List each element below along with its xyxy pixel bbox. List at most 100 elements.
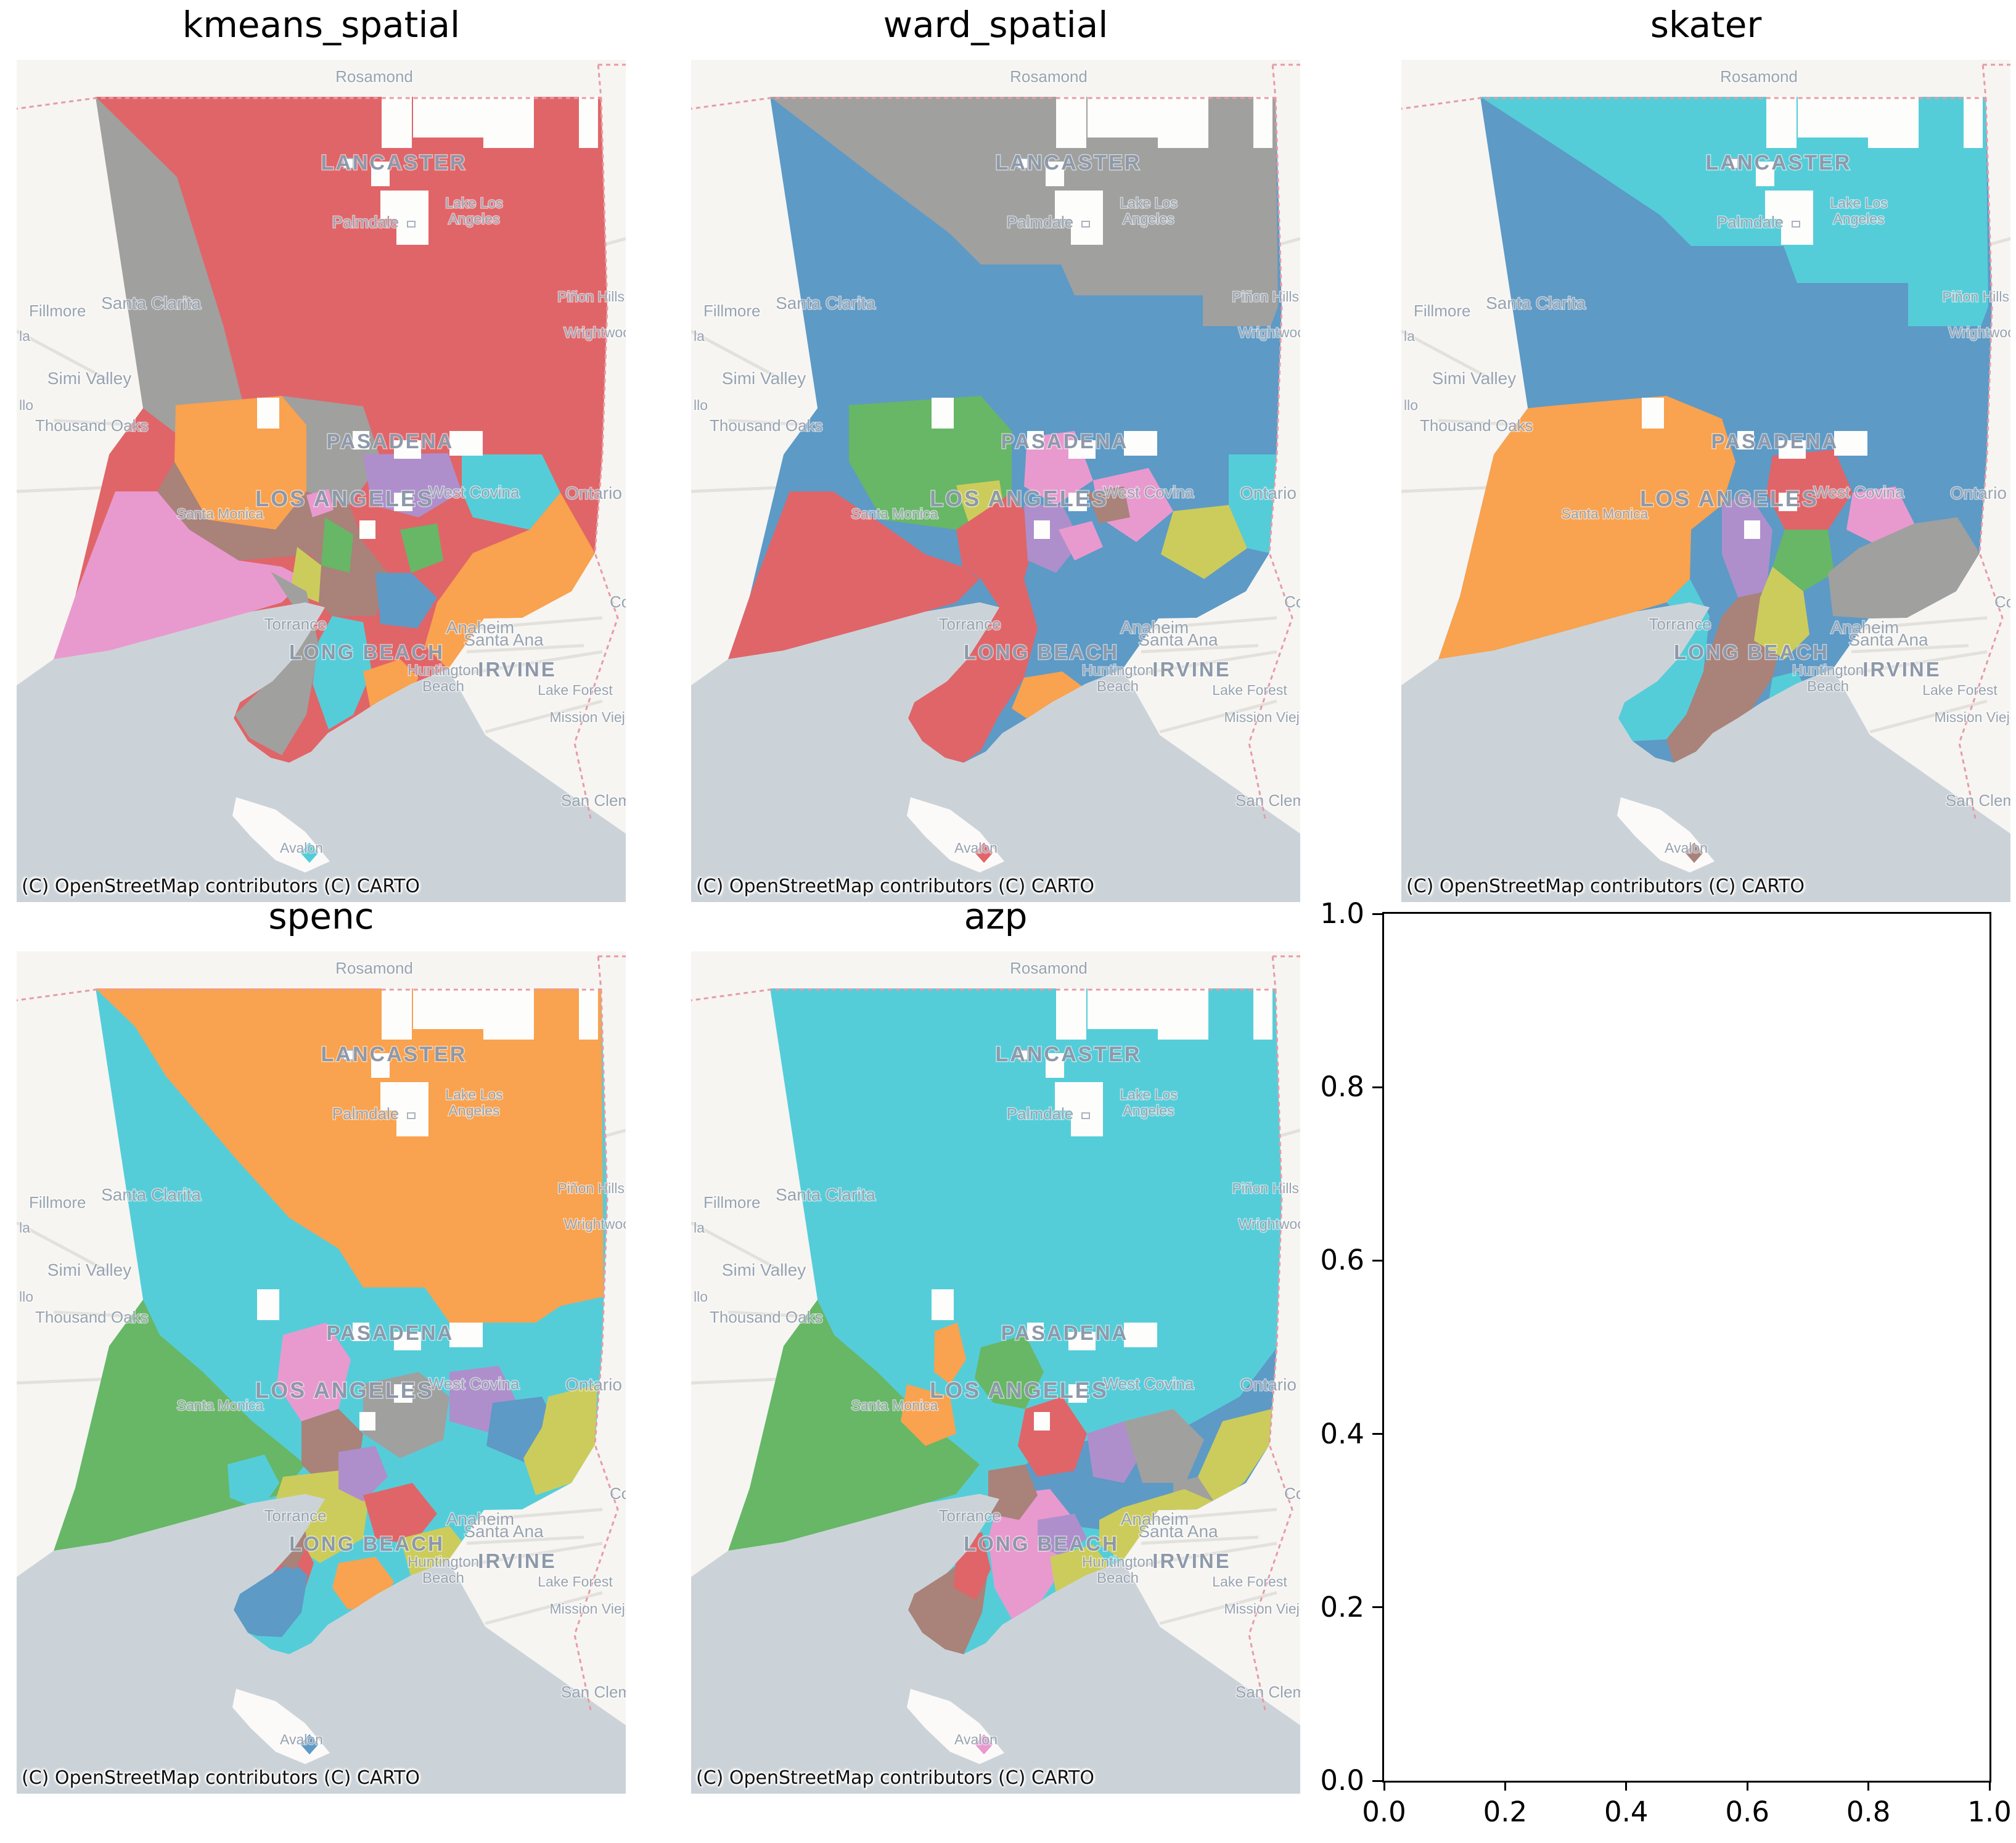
nodata-hole: [1046, 162, 1064, 186]
subplot-title-ward: ward_spatial: [883, 4, 1108, 46]
map-label: Torrance: [264, 1506, 326, 1525]
x-tick-label: 0.0: [1362, 1796, 1406, 1828]
map-label: LONG BEACH: [964, 641, 1119, 663]
cluster-region: [157, 462, 363, 560]
map-attribution: (C) OpenStreetMap contributors (C) CARTO: [22, 1767, 420, 1789]
nodata-hole: [1158, 97, 1208, 148]
map-label: Angeles: [1123, 1102, 1174, 1119]
nodata-hole: [257, 1289, 279, 1320]
cluster-region: [1229, 454, 1277, 553]
map-label: Fillmore: [703, 302, 760, 320]
y-tick-mark: [1372, 913, 1382, 915]
map-label: Santa Monica: [851, 506, 938, 522]
map-label: LANCASTER: [996, 151, 1142, 174]
map-label: Angeles: [448, 211, 499, 227]
nodata-hole: [1834, 431, 1867, 456]
cluster-region: [1099, 1489, 1227, 1561]
map-label: Piñon Hills: [1232, 1180, 1299, 1196]
map-label: San Clem: [561, 791, 626, 810]
cluster-region: [1828, 517, 1980, 618]
nodata-hole: [371, 1053, 390, 1078]
map-label: Mission Viejo: [1224, 1601, 1300, 1617]
x-tick-label: 1.0: [1967, 1796, 2012, 1828]
county-boundary-dashed: [17, 954, 602, 1001]
map-label: Anaheim: [446, 1509, 515, 1529]
city-marker-palmdale: [1081, 221, 1090, 228]
map-label: Palmdale: [332, 213, 399, 231]
cluster-region: [462, 454, 560, 530]
map-label: LONG BEACH: [289, 641, 445, 663]
map-label: Mission Viejo: [1934, 709, 2010, 725]
city-marker-palmdale: [1792, 221, 1800, 228]
map-label: PASADENA: [1001, 430, 1129, 453]
map-label: West Covina: [1104, 1374, 1194, 1393]
subplot-title-spenc: spenc: [268, 895, 374, 937]
subplot-title-skater: skater: [1650, 4, 1762, 46]
map-label: Santa Ana: [1138, 630, 1218, 649]
map-label: Santa Clarita: [101, 1185, 201, 1204]
map-label: Santa Ana: [1138, 1522, 1218, 1541]
avalon-marker: [973, 840, 995, 865]
nodata-hole: [1744, 520, 1760, 539]
basemap-road: [1869, 699, 1988, 734]
map-label: Lake Los: [445, 1086, 502, 1102]
y-tick-mark: [1372, 1606, 1382, 1609]
nodata-hole: [394, 1332, 421, 1350]
city-marker-palmdale: [407, 221, 416, 228]
cluster-layer: [728, 988, 1282, 1654]
nodata-hole: [483, 988, 534, 1040]
county-boundary-dashed: [1401, 63, 1987, 110]
map-label: Thousand Oaks: [35, 1308, 149, 1326]
nodata-hole: [1158, 988, 1208, 1040]
map-label: Wrightwoo: [1239, 1216, 1300, 1232]
nodata-hole: [1798, 97, 1868, 138]
map-label: Lake Los: [1830, 195, 1887, 211]
cluster-region: [1087, 486, 1130, 523]
map-label: Santa Monica: [177, 1397, 264, 1413]
map-label: Santa Ana: [464, 1522, 544, 1541]
map-label: Santa Monica: [1562, 506, 1649, 522]
map-label: Palmdale: [1007, 1104, 1073, 1123]
map-label: Lake Forest: [538, 1574, 613, 1590]
county-boundary-dashed: [1958, 97, 2004, 822]
nodata-hole: [359, 1412, 375, 1430]
nodata-hole: [1779, 493, 1797, 511]
nodata-hole: [1253, 97, 1272, 148]
cluster-region: [400, 523, 443, 573]
map-label: IRVINE: [1152, 658, 1231, 681]
x-tick-mark: [1746, 1781, 1748, 1791]
basemap-road: [485, 1591, 603, 1625]
map-label: IRVINE: [478, 1550, 556, 1572]
cluster-region: [1093, 468, 1173, 542]
map-label: Piñon Hills: [557, 1180, 625, 1196]
map-label: Lake Forest: [1212, 1574, 1287, 1590]
map-label: Avalon: [954, 840, 998, 856]
map-label: Angeles: [1833, 211, 1884, 227]
map-label: PASADENA: [1001, 1321, 1129, 1344]
cluster-region: [908, 579, 1038, 763]
basemap-ocean: [691, 602, 1300, 902]
map-label: West Covina: [1814, 483, 1904, 501]
map-label: Co: [610, 1484, 626, 1503]
map-label: Palmdale: [1717, 213, 1784, 231]
cluster-region: [54, 491, 305, 659]
basemap-road: [448, 1541, 603, 1570]
map-skater: Rosamond LANCASTER Lake Los Angeles Palmdale…: [1401, 60, 2010, 902]
nodata-hole: [1056, 988, 1086, 1040]
basemap-road: [1159, 1591, 1277, 1625]
cluster-region: [227, 1455, 279, 1510]
cluster-region: [277, 1323, 351, 1421]
cluster-region: [1198, 1409, 1272, 1505]
nodata-hole: [1765, 191, 1813, 245]
nodata-hole: [1737, 431, 1754, 449]
x-tick-mark: [1504, 1781, 1506, 1791]
map-label: Torrance: [264, 615, 326, 633]
nodata-hole: [380, 1082, 428, 1136]
map-label: LOS ANGELES: [930, 486, 1108, 511]
map-attribution: (C) OpenStreetMap contributors (C) CARTO: [1406, 876, 1805, 897]
basemap-road: [466, 644, 584, 654]
nodata-hole: [1055, 191, 1103, 245]
